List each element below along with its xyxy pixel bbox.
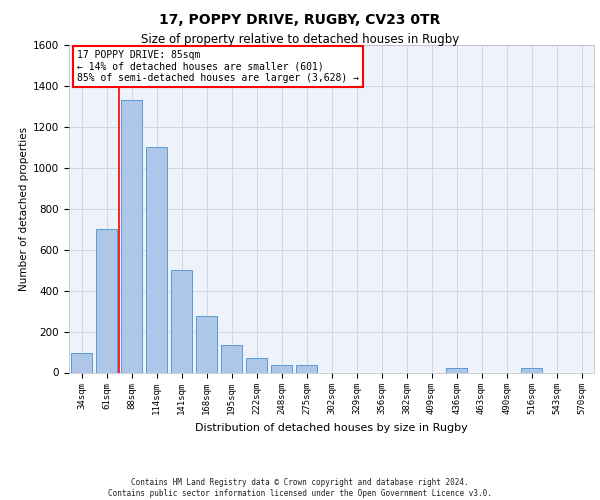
- Text: Size of property relative to detached houses in Rugby: Size of property relative to detached ho…: [141, 32, 459, 46]
- Bar: [96, 229, 117, 372]
- Bar: [446, 368, 467, 372]
- Bar: [121, 100, 142, 372]
- Bar: [246, 358, 267, 372]
- Bar: [271, 366, 292, 372]
- Bar: [521, 368, 542, 372]
- Text: 17, POPPY DRIVE, RUGBY, CV23 0TR: 17, POPPY DRIVE, RUGBY, CV23 0TR: [160, 12, 440, 26]
- Text: 17 POPPY DRIVE: 85sqm
← 14% of detached houses are smaller (601)
85% of semi-det: 17 POPPY DRIVE: 85sqm ← 14% of detached …: [77, 50, 359, 83]
- X-axis label: Distribution of detached houses by size in Rugby: Distribution of detached houses by size …: [195, 423, 468, 433]
- Bar: [71, 353, 92, 372]
- Y-axis label: Number of detached properties: Number of detached properties: [19, 126, 29, 291]
- Bar: [296, 366, 317, 372]
- Bar: [171, 270, 192, 372]
- Bar: [146, 148, 167, 372]
- Bar: [221, 345, 242, 372]
- Bar: [196, 316, 217, 372]
- Text: Contains HM Land Registry data © Crown copyright and database right 2024.
Contai: Contains HM Land Registry data © Crown c…: [108, 478, 492, 498]
